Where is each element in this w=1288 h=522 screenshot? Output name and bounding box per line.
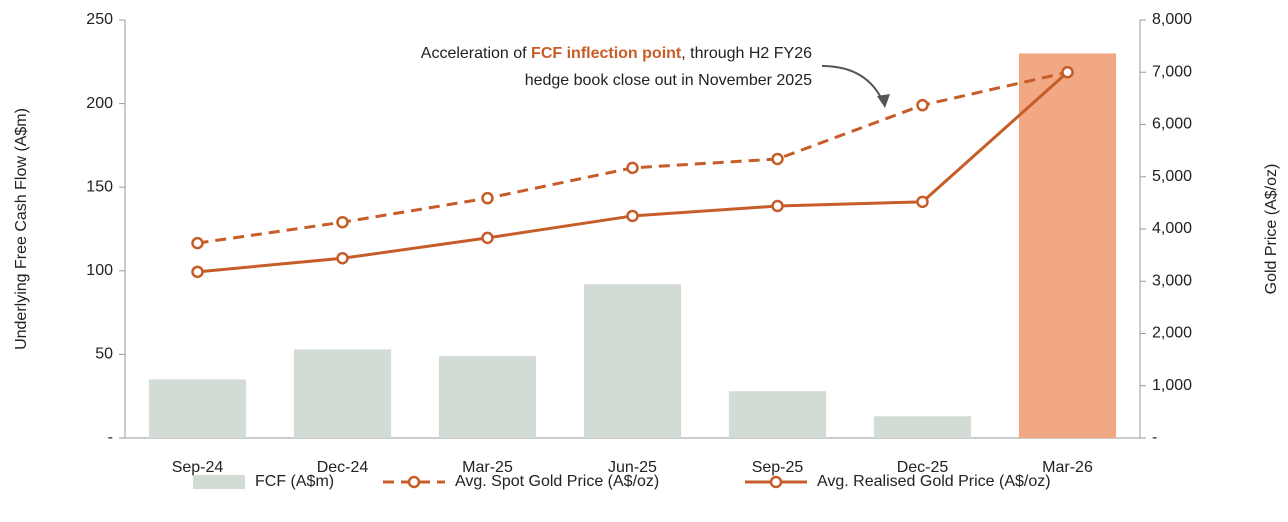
bar	[873, 416, 972, 438]
y2-tick-label: 1,000	[1152, 377, 1192, 394]
x-tick-label: Jun-25	[608, 459, 657, 476]
x-tick-label: Mar-25	[462, 459, 513, 476]
line-marker	[626, 209, 639, 223]
x-tick-label: Sep-25	[752, 459, 804, 476]
y-tick-label: -	[108, 429, 113, 446]
line-marker	[1061, 66, 1074, 79]
legend-label: Avg. Realised Gold Price (A$/oz)	[817, 473, 1051, 490]
line-marker	[771, 152, 784, 166]
legend-label: FCF (A$m)	[255, 473, 334, 490]
annotation: Acceleration of FCF inflection point, th…	[421, 45, 812, 62]
bar	[148, 379, 247, 438]
annotation-part: Acceleration of	[421, 45, 531, 62]
legend-marker	[769, 475, 783, 489]
y-tick-label: 150	[86, 178, 113, 195]
annotation-part: FCF inflection point	[531, 45, 682, 62]
line-marker	[336, 215, 349, 229]
x-tick-label: Sep-24	[172, 459, 224, 476]
annotation-arrowhead	[877, 94, 890, 108]
legend-label: Avg. Spot Gold Price (A$/oz)	[455, 473, 659, 490]
line-marker	[336, 252, 349, 265]
y2-tick-label: 3,000	[1152, 272, 1192, 289]
annotation-arrow	[821, 65, 885, 105]
y2-tick-label: 5,000	[1152, 168, 1192, 185]
x-tick-label: Mar-26	[1042, 459, 1093, 476]
x-tick-label: Dec-24	[317, 459, 369, 476]
y2-tick-label: 8,000	[1152, 11, 1192, 28]
y2-tick-label: -	[1152, 429, 1157, 446]
bar	[728, 391, 827, 438]
bar	[1018, 53, 1117, 438]
y2-tick-label: 6,000	[1152, 116, 1192, 133]
bar	[293, 349, 392, 438]
line-marker	[916, 98, 929, 112]
line-marker	[626, 161, 639, 175]
legend-marker	[407, 475, 421, 489]
line-marker	[481, 231, 494, 245]
y2-tick-label: 2,000	[1152, 325, 1192, 342]
annotation: hedge book close out in November 2025	[525, 72, 812, 89]
y-axis-title: Underlying Free Cash Flow (A$m)	[13, 108, 30, 350]
y-tick-label: 50	[95, 346, 113, 363]
y2-axis-title: Gold Price (A$/oz)	[1263, 164, 1280, 295]
line-marker	[481, 191, 494, 205]
y-tick-label: 250	[86, 11, 113, 28]
bar	[583, 284, 682, 438]
y-tick-label: 100	[86, 262, 113, 279]
annotation-part: , through H2 FY26	[681, 45, 812, 62]
line-marker	[191, 236, 204, 250]
x-tick-label: Dec-25	[897, 459, 949, 476]
line-marker	[916, 195, 929, 209]
bar	[438, 356, 537, 438]
annotation-part: hedge book close out in November 2025	[525, 72, 812, 89]
legend-swatch	[193, 475, 245, 489]
y2-tick-label: 4,000	[1152, 220, 1192, 237]
line-marker	[191, 265, 204, 279]
line-marker	[771, 199, 784, 213]
y2-tick-label: 7,000	[1152, 63, 1192, 80]
y-tick-label: 200	[86, 95, 113, 112]
